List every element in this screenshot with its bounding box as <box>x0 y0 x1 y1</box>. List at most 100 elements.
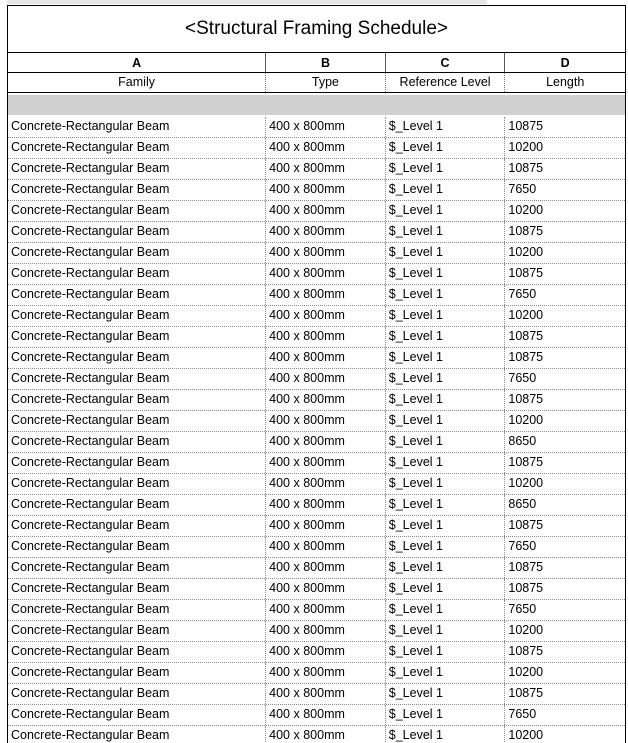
cell-reference-level[interactable]: $_Level 1 <box>386 621 506 641</box>
cell-reference-level[interactable]: $_Level 1 <box>386 411 506 431</box>
cell-family[interactable]: Concrete-Rectangular Beam <box>8 600 267 620</box>
cell-type[interactable]: 400 x 800mm <box>266 600 386 620</box>
cell-type[interactable]: 400 x 800mm <box>266 474 386 494</box>
column-header-length[interactable]: Length <box>546 75 585 89</box>
cell-type[interactable]: 400 x 800mm <box>266 285 386 305</box>
cell-length[interactable]: 10875 <box>508 161 544 175</box>
cell-length[interactable]: 10875 <box>508 686 544 700</box>
table-row[interactable]: Concrete-Rectangular Beam 400 x 800mm $_Le… <box>8 474 625 495</box>
cell-length[interactable]: 10875 <box>508 329 544 343</box>
column-header-family[interactable]: Family <box>8 73 267 92</box>
cell-type[interactable]: 400 x 800mm <box>266 159 386 179</box>
cell-type[interactable]: 400 x 800mm <box>266 495 386 515</box>
cell-family[interactable]: Concrete-Rectangular Beam <box>8 159 267 179</box>
cell-type[interactable]: 400 x 800mm <box>266 348 386 368</box>
table-row[interactable]: Concrete-Rectangular Beam 400 x 800mm $_Le… <box>8 159 625 180</box>
cell-length[interactable]: 10875 <box>508 350 544 364</box>
cell-reference-level[interactable]: $_Level 1 <box>386 705 506 725</box>
table-row[interactable]: Concrete-Rectangular Beam 400 x 800mm $_Le… <box>8 558 625 579</box>
cell-length[interactable]: 10875 <box>508 644 544 658</box>
cell-reference-level[interactable]: $_Level 1 <box>386 327 506 347</box>
cell-length[interactable]: 7650 <box>508 707 537 721</box>
table-row[interactable]: Concrete-Rectangular Beam 400 x 800mm $_Le… <box>8 117 625 138</box>
cell-reference-level[interactable]: $_Level 1 <box>386 558 506 578</box>
cell-reference-level[interactable]: $_Level 1 <box>386 159 506 179</box>
cell-length[interactable]: 10875 <box>508 224 544 238</box>
cell-family[interactable]: Concrete-Rectangular Beam <box>8 453 267 473</box>
cell-family[interactable]: Concrete-Rectangular Beam <box>8 306 267 326</box>
cell-reference-level[interactable]: $_Level 1 <box>386 453 506 473</box>
cell-type[interactable]: 400 x 800mm <box>266 180 386 200</box>
cell-family[interactable]: Concrete-Rectangular Beam <box>8 264 267 284</box>
cell-reference-level[interactable]: $_Level 1 <box>386 264 506 284</box>
table-row[interactable]: Concrete-Rectangular Beam 400 x 800mm $_Le… <box>8 390 625 411</box>
cell-length[interactable]: 10875 <box>508 560 544 574</box>
cell-family[interactable]: Concrete-Rectangular Beam <box>8 117 267 137</box>
cell-type[interactable]: 400 x 800mm <box>266 705 386 725</box>
table-row[interactable]: Concrete-Rectangular Beam 400 x 800mm $_Le… <box>8 180 625 201</box>
cell-family[interactable]: Concrete-Rectangular Beam <box>8 642 267 662</box>
table-row[interactable]: Concrete-Rectangular Beam 400 x 800mm $_Le… <box>8 453 625 474</box>
cell-family[interactable]: Concrete-Rectangular Beam <box>8 432 267 452</box>
cell-length[interactable]: 8650 <box>508 497 537 511</box>
cell-type[interactable]: 400 x 800mm <box>266 453 386 473</box>
cell-family[interactable]: Concrete-Rectangular Beam <box>8 705 267 725</box>
column-letter-a[interactable]: A <box>8 53 267 73</box>
table-row[interactable]: Concrete-Rectangular Beam 400 x 800mm $_Le… <box>8 684 625 705</box>
cell-reference-level[interactable]: $_Level 1 <box>386 537 506 557</box>
table-row[interactable]: Concrete-Rectangular Beam 400 x 800mm $_Le… <box>8 306 625 327</box>
cell-type[interactable]: 400 x 800mm <box>266 537 386 557</box>
cell-length[interactable]: 10875 <box>508 518 544 532</box>
cell-length[interactable]: 10200 <box>508 308 544 322</box>
cell-type[interactable]: 400 x 800mm <box>266 390 386 410</box>
cell-reference-level[interactable]: $_Level 1 <box>386 243 506 263</box>
cell-length[interactable]: 10200 <box>508 245 544 259</box>
cell-family[interactable]: Concrete-Rectangular Beam <box>8 558 267 578</box>
table-row[interactable]: Concrete-Rectangular Beam 400 x 800mm $_Le… <box>8 537 625 558</box>
cell-type[interactable]: 400 x 800mm <box>266 516 386 536</box>
cell-reference-level[interactable]: $_Level 1 <box>386 663 506 683</box>
cell-length[interactable]: 10200 <box>508 140 544 154</box>
cell-reference-level[interactable]: $_Level 1 <box>386 117 506 137</box>
cell-reference-level[interactable]: $_Level 1 <box>386 285 506 305</box>
cell-family[interactable]: Concrete-Rectangular Beam <box>8 243 267 263</box>
cell-reference-level[interactable]: $_Level 1 <box>386 180 506 200</box>
cell-reference-level[interactable]: $_Level 1 <box>386 138 506 158</box>
cell-length[interactable]: 7650 <box>508 539 537 553</box>
cell-family[interactable]: Concrete-Rectangular Beam <box>8 390 267 410</box>
cell-family[interactable]: Concrete-Rectangular Beam <box>8 411 267 431</box>
table-row[interactable]: Concrete-Rectangular Beam 400 x 800mm $_Le… <box>8 600 625 621</box>
table-row[interactable]: Concrete-Rectangular Beam 400 x 800mm $_Le… <box>8 222 625 243</box>
table-row[interactable]: Concrete-Rectangular Beam 400 x 800mm $_Le… <box>8 411 625 432</box>
cell-type[interactable]: 400 x 800mm <box>266 201 386 221</box>
cell-reference-level[interactable]: $_Level 1 <box>386 201 506 221</box>
cell-length[interactable]: 7650 <box>508 602 537 616</box>
cell-type[interactable]: 400 x 800mm <box>266 243 386 263</box>
cell-type[interactable]: 400 x 800mm <box>266 369 386 389</box>
column-header-reference-level[interactable]: Reference Level <box>386 73 506 92</box>
cell-type[interactable]: 400 x 800mm <box>266 432 386 452</box>
cell-reference-level[interactable]: $_Level 1 <box>386 579 506 599</box>
cell-length[interactable]: 10875 <box>508 266 544 280</box>
cell-reference-level[interactable]: $_Level 1 <box>386 495 506 515</box>
cell-length[interactable]: 10200 <box>508 728 544 742</box>
cell-type[interactable]: 400 x 800mm <box>266 117 386 137</box>
cell-length[interactable]: 10875 <box>508 392 544 406</box>
table-row[interactable]: Concrete-Rectangular Beam 400 x 800mm $_Le… <box>8 327 625 348</box>
cell-family[interactable]: Concrete-Rectangular Beam <box>8 327 267 347</box>
cell-length[interactable]: 10875 <box>508 581 544 595</box>
table-row[interactable]: Concrete-Rectangular Beam 400 x 800mm $_Le… <box>8 726 625 743</box>
cell-family[interactable]: Concrete-Rectangular Beam <box>8 369 267 389</box>
cell-type[interactable]: 400 x 800mm <box>266 621 386 641</box>
cell-type[interactable]: 400 x 800mm <box>266 684 386 704</box>
cell-family[interactable]: Concrete-Rectangular Beam <box>8 138 267 158</box>
cell-family[interactable]: Concrete-Rectangular Beam <box>8 222 267 242</box>
cell-reference-level[interactable]: $_Level 1 <box>386 726 506 743</box>
cell-length[interactable]: 10200 <box>508 623 544 637</box>
cell-reference-level[interactable]: $_Level 1 <box>386 390 506 410</box>
cell-reference-level[interactable]: $_Level 1 <box>386 600 506 620</box>
cell-length[interactable]: 10200 <box>508 665 544 679</box>
cell-family[interactable]: Concrete-Rectangular Beam <box>8 579 267 599</box>
table-row[interactable]: Concrete-Rectangular Beam 400 x 800mm $_Le… <box>8 579 625 600</box>
cell-type[interactable]: 400 x 800mm <box>266 726 386 743</box>
